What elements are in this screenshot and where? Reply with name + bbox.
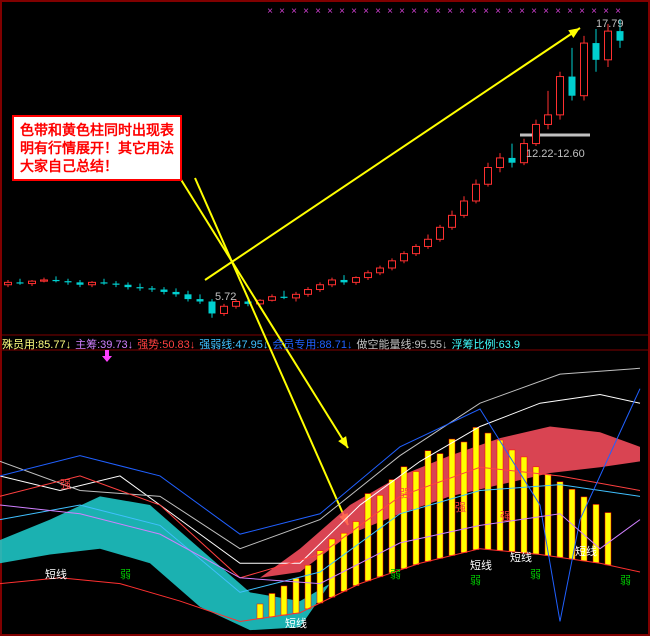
svg-text:×: × [543, 6, 549, 17]
svg-text:×: × [579, 6, 585, 17]
svg-text:×: × [423, 6, 429, 17]
svg-text:×: × [495, 6, 501, 17]
svg-text:×: × [459, 6, 465, 17]
price-label: 5.72 [215, 291, 236, 303]
stock-chart[interactable]: × × × × × × × × × × × × × × × × × × × × × × × × × × × × × × 色带和黄色柱同时出… [0, 0, 650, 636]
svg-text:×: × [435, 6, 441, 17]
price-label: 17.79 [596, 18, 624, 30]
svg-text:×: × [267, 6, 273, 17]
chart-svg: × × × × × × × × × × × × × × × × × × × × × × × × × × × × × × [0, 0, 650, 636]
svg-text:×: × [375, 6, 381, 17]
svg-text:×: × [363, 6, 369, 17]
svg-text:×: × [471, 6, 477, 17]
indicator-label: 强弱线:47.95↓ [199, 336, 268, 352]
svg-text:×: × [327, 6, 333, 17]
indicator-label: 浮筹比例:63.9 [452, 336, 520, 352]
indicator-label: 强势:50.83↓ [137, 336, 195, 352]
annotation-line-3: 大家自己总结！ [20, 157, 174, 175]
svg-text:×: × [483, 6, 489, 17]
svg-text:×: × [303, 6, 309, 17]
price-label: 12.22-12.60 [526, 148, 585, 160]
svg-text:×: × [591, 6, 597, 17]
svg-text:×: × [447, 6, 453, 17]
svg-text:×: × [339, 6, 345, 17]
indicator-label: 主筹:39.73↓ [75, 336, 133, 352]
indicator-label: 做空能量线:95.55↓ [356, 336, 447, 352]
svg-text:×: × [531, 6, 537, 17]
svg-text:×: × [411, 6, 417, 17]
svg-text:×: × [351, 6, 357, 17]
svg-text:×: × [507, 6, 513, 17]
annotation-line-1: 色带和黄色柱同时出现表 [20, 121, 174, 139]
svg-text:×: × [315, 6, 321, 17]
svg-text:×: × [603, 6, 609, 17]
svg-text:×: × [291, 6, 297, 17]
svg-text:×: × [279, 6, 285, 17]
annotation-line-2: 明有行情展开！其它用法 [20, 139, 174, 157]
svg-text:×: × [399, 6, 405, 17]
svg-text:×: × [567, 6, 573, 17]
indicator-header: 殊员用:85.77↓主筹:39.73↓强势:50.83↓强弱线:47.95↓会员… [2, 336, 524, 352]
svg-text:×: × [387, 6, 393, 17]
svg-text:×: × [555, 6, 561, 17]
svg-text:×: × [615, 6, 621, 17]
svg-text:×: × [519, 6, 525, 17]
indicator-label: 会员专用:88.71↓ [272, 336, 352, 352]
annotation-callout: 色带和黄色柱同时出现表 明有行情展开！其它用法 大家自己总结！ [12, 115, 182, 181]
indicator-label: 殊员用:85.77↓ [2, 336, 71, 352]
